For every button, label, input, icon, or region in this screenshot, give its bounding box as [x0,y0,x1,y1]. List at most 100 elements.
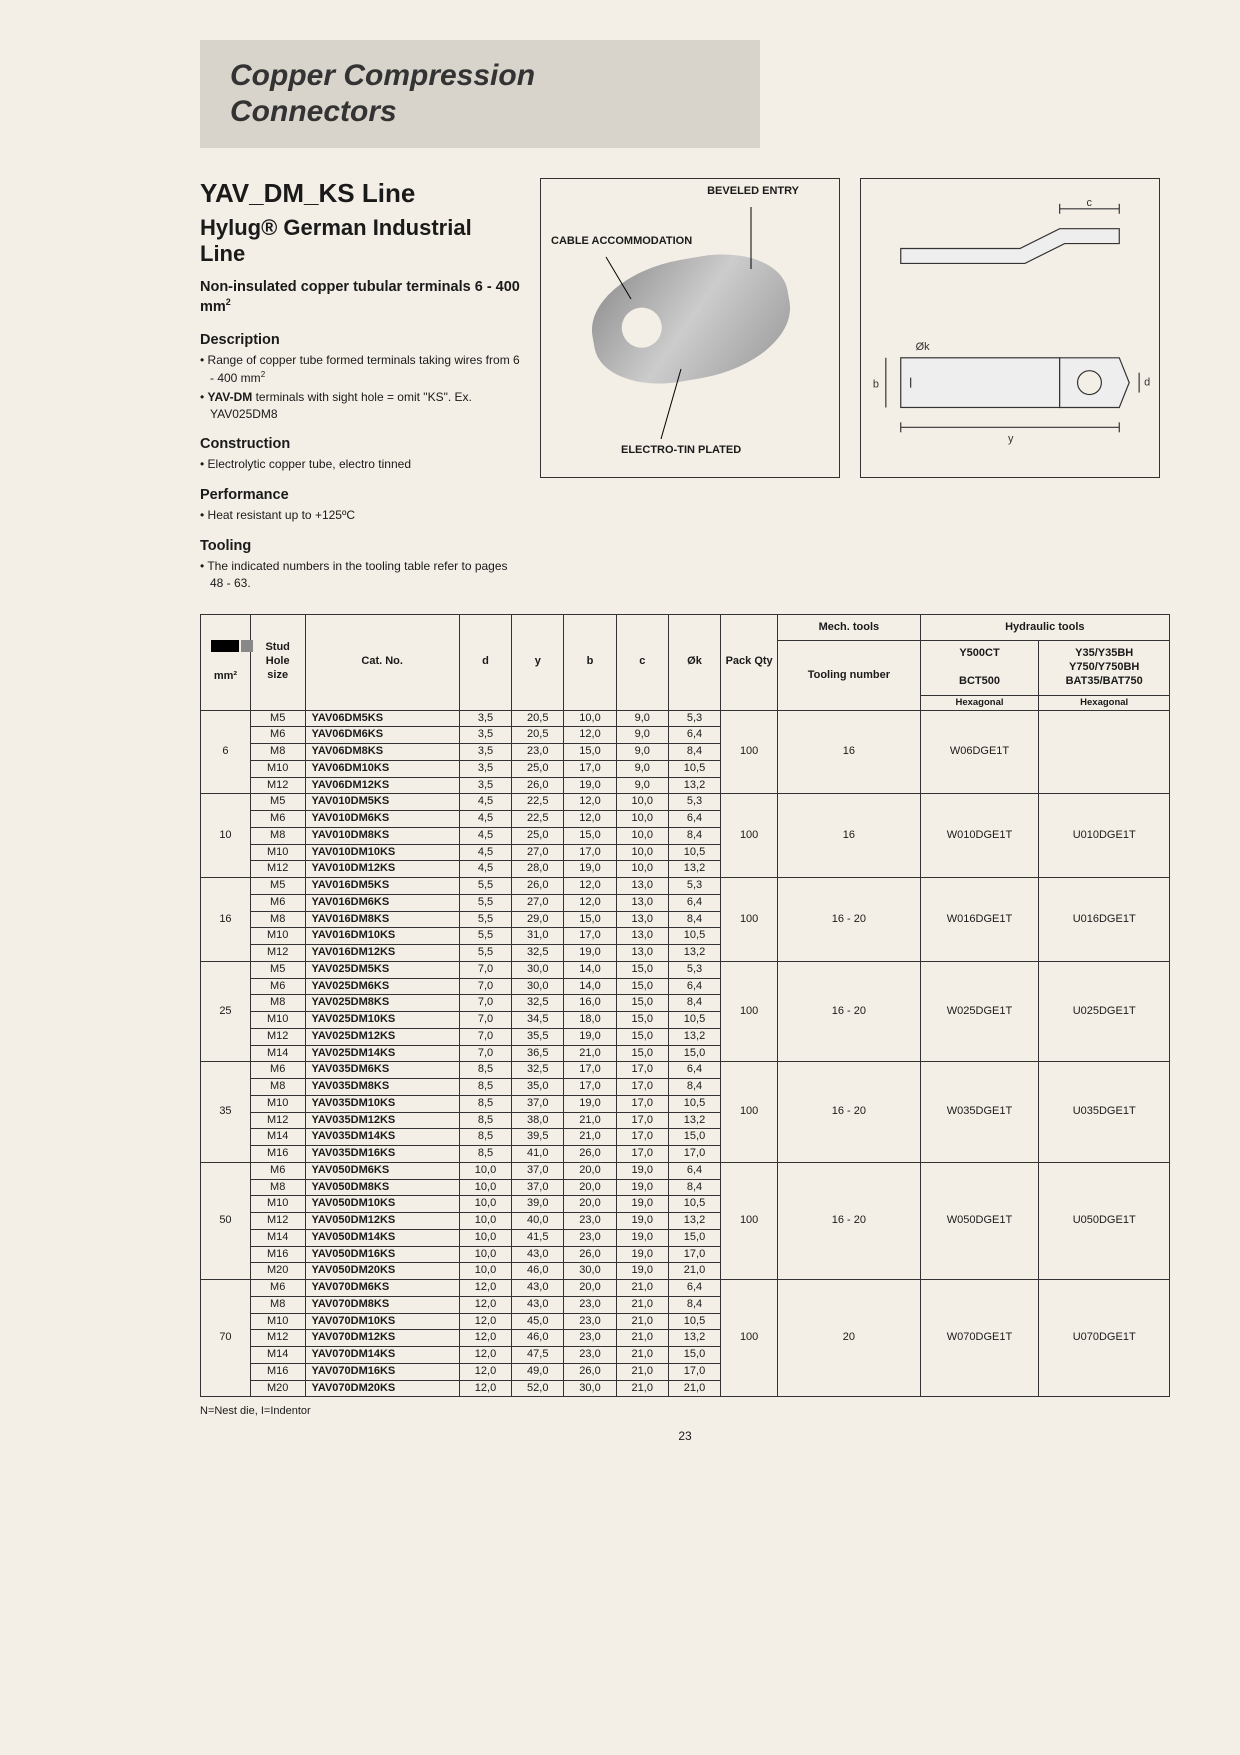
cell-dim: 4,5 [459,844,511,861]
cell-dim: 8,4 [668,1079,720,1096]
line-name: YAV_DM_KS Line [200,178,520,209]
cell-dim: 27,0 [512,844,564,861]
tagline-text: Non-insulated copper tubular terminals 6… [200,279,520,315]
cell-catno: YAV025DM8KS [305,995,459,1012]
cell-dim: 19,0 [616,1179,668,1196]
cell-dim: 15,0 [564,911,616,928]
description-heading: Description [200,332,520,348]
cell-dim: 21,0 [616,1380,668,1397]
cell-stud: M14 [250,1045,305,1062]
cell-dim: 30,0 [512,961,564,978]
cell-mm2: 50 [201,1162,251,1279]
cell-dim: 5,5 [459,911,511,928]
cell-dim: 13,2 [668,1112,720,1129]
cell-dim: 8,5 [459,1129,511,1146]
cell-hyd: U050DGE1T [1039,1162,1170,1279]
banner-line2: Connectors [230,95,397,128]
cell-dim: 9,0 [616,710,668,727]
cell-dim: 23,0 [564,1313,616,1330]
cell-dim: 22,5 [512,794,564,811]
cell-dim: 14,0 [564,978,616,995]
cell-tool: 16 [778,710,921,794]
cell-dim: 17,0 [616,1146,668,1163]
cell-dim: 5,5 [459,945,511,962]
cell-dim: 23,0 [564,1213,616,1230]
cell-dim: 13,2 [668,861,720,878]
cell-catno: YAV035DM10KS [305,1095,459,1112]
cell-dim: 20,5 [512,727,564,744]
cell-catno: YAV070DM10KS [305,1313,459,1330]
cell-dim: 20,0 [564,1280,616,1297]
cell-dim: 36,5 [512,1045,564,1062]
cell-catno: YAV06DM8KS [305,744,459,761]
cell-dim: 6,4 [668,727,720,744]
cell-dim: 15,0 [668,1347,720,1364]
cell-dim: 21,0 [564,1129,616,1146]
cell-dim: 17,0 [668,1246,720,1263]
cell-dim: 13,0 [616,928,668,945]
cell-dim: 20,0 [564,1196,616,1213]
title-banner: Copper Compression Connectors [200,40,760,148]
cell-mech: W070DGE1T [920,1280,1039,1397]
cell-dim: 19,0 [616,1263,668,1280]
cell-dim: 19,0 [564,945,616,962]
cell-mech: W010DGE1T [920,794,1039,878]
cell-catno: YAV016DM6KS [305,894,459,911]
cell-dim: 8,5 [459,1079,511,1096]
cell-stud: M5 [250,794,305,811]
cell-catno: YAV070DM12KS [305,1330,459,1347]
cell-dim: 7,0 [459,961,511,978]
cell-dim: 12,0 [459,1330,511,1347]
col-y500: Y500CT BCT500 [920,641,1039,695]
cell-mech: W035DGE1T [920,1062,1039,1163]
cell-stud: M12 [250,945,305,962]
cell-dim: 17,0 [564,1079,616,1096]
cell-dim: 31,0 [512,928,564,945]
cell-stud: M6 [250,727,305,744]
cell-pack: 100 [721,1062,778,1163]
cell-dim: 5,3 [668,794,720,811]
cell-stud: M10 [250,1095,305,1112]
cell-dim: 5,5 [459,894,511,911]
cell-dim: 17,0 [564,760,616,777]
cell-hyd: U035DGE1T [1039,1062,1170,1163]
cell-dim: 10,0 [616,861,668,878]
page-number: 23 [200,1429,1170,1443]
cell-dim: 21,0 [564,1045,616,1062]
svg-text:d: d [1144,377,1150,389]
cell-dim: 43,0 [512,1296,564,1313]
cell-dim: 10,0 [459,1246,511,1263]
col-stud: Stud Hole size [250,614,305,710]
cell-stud: M10 [250,1196,305,1213]
cell-dim: 12,0 [459,1347,511,1364]
cell-dim: 10,0 [459,1229,511,1246]
cell-dim: 10,0 [459,1213,511,1230]
cell-dim: 32,5 [512,945,564,962]
col-hex1: Hexagonal [920,695,1039,710]
cell-dim: 17,0 [564,928,616,945]
cell-dim: 19,0 [564,1028,616,1045]
cell-dim: 17,0 [616,1095,668,1112]
table-row: 16M5YAV016DM5KS5,526,012,013,05,310016 -… [201,878,1170,895]
cell-dim: 8,5 [459,1062,511,1079]
cell-dim: 6,4 [668,1280,720,1297]
cell-mm2: 6 [201,710,251,794]
cell-dim: 13,2 [668,1213,720,1230]
cell-dim: 12,0 [459,1296,511,1313]
cell-catno: YAV010DM6KS [305,811,459,828]
table-row: 35M6YAV035DM6KS8,532,517,017,06,410016 -… [201,1062,1170,1079]
cell-dim: 10,5 [668,928,720,945]
cell-mm2: 16 [201,878,251,962]
cell-dim: 4,5 [459,861,511,878]
cell-dim: 15,0 [616,961,668,978]
cell-dim: 19,0 [616,1162,668,1179]
cell-tool: 16 - 20 [778,961,921,1062]
cell-catno: YAV06DM5KS [305,710,459,727]
perf-bullet-1: Heat resistant up to +125ºC [200,507,520,524]
cell-dim: 4,5 [459,794,511,811]
cell-dim: 19,0 [564,1095,616,1112]
cell-dim: 13,2 [668,1330,720,1347]
desc-bullet-1: Range of copper tube formed terminals ta… [200,352,520,387]
cell-dim: 19,0 [564,861,616,878]
cell-dim: 6,4 [668,1062,720,1079]
